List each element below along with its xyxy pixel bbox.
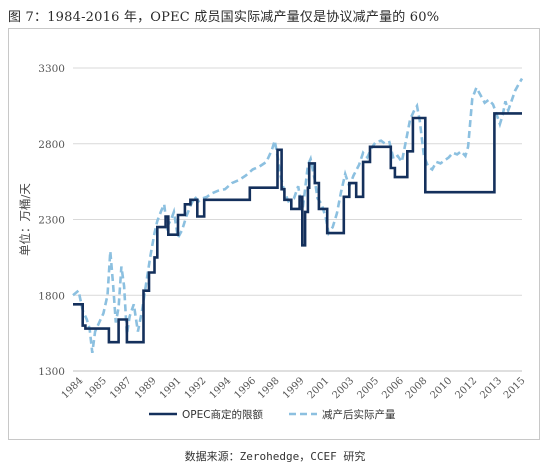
series-layer [72,77,524,353]
gridlines [73,67,522,296]
x-tick-label: 2015 [502,375,528,401]
x-tick-label: 2010 [429,375,455,401]
x-tick-label: 1996 [232,375,258,401]
x-tick-label: 2006 [380,375,406,401]
x-tick-label: 1985 [83,375,109,401]
x-tick-label: 1989 [133,375,159,401]
y-axis-label: 单位：万桶/天 [18,183,32,256]
x-tick-label: 2003 [331,375,357,401]
y-tick-labels: 1300 1800 2300 2800 3300 [38,63,65,378]
x-tick-label: 1987 [108,375,134,401]
source-note: 数据来源：Zerohedge，CCEF 研究 [184,450,366,463]
x-tick-label: 2012 [453,375,479,401]
x-tick-label: 1991 [158,375,184,401]
x-tick-label: 2005 [355,375,381,401]
figure-title: 图 7：1984-2016 年，OPEC 成员国实际减产量仅是协议减产量的 60… [8,10,440,25]
x-tick-label: 1994 [208,375,234,401]
series-line-quota [73,112,522,344]
x-tick-label: 1984 [60,375,86,401]
series-line-actual [72,77,524,353]
y-tick-label: 2800 [38,139,65,151]
x-tick-label: 2008 [404,375,430,401]
legend-label-quota: OPEC商定的限额 [182,408,264,421]
y-tick-label: 2300 [38,215,65,227]
x-tick-label: 1998 [256,375,282,401]
x-tick-label: 2013 [478,375,504,401]
legend-label-actual: 减产后实际产量 [322,408,396,421]
legend: OPEC商定的限额 减产后实际产量 [149,408,396,421]
y-tick-label: 3300 [38,63,65,75]
y-tick-label: 1300 [38,366,65,378]
x-tick-label: 1992 [183,375,209,401]
x-tick-label: 1999 [281,375,307,401]
y-tick-label: 1800 [38,290,65,302]
x-tick-label: 2001 [306,375,332,401]
chart-frame: 1300 1800 2300 2800 3300 1984 1985 1987 1989 199… [8,28,540,440]
